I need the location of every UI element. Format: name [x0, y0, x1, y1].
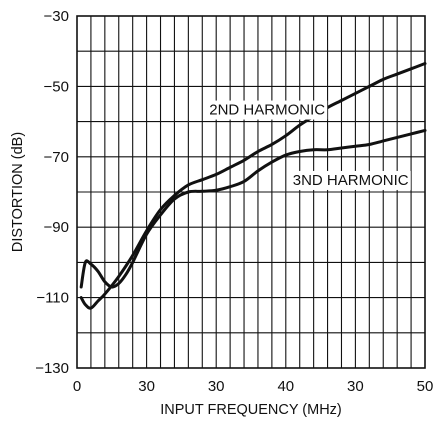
y-tick-label: −110 — [36, 290, 69, 307]
annotation-background — [290, 170, 411, 190]
series-lines — [79, 62, 427, 310]
x-tick-label: 50 — [417, 378, 434, 395]
plot-frame — [76, 15, 426, 369]
annotation-2nd-harmonic: 2ND HARMONIC — [209, 102, 325, 119]
x-tick-label: 40 — [277, 378, 294, 395]
x-tick-label: 0 — [73, 378, 81, 395]
y-tick-label: −130 — [35, 360, 69, 377]
series-annotations: 2ND HARMONIC 3ND HARMONIC — [207, 100, 411, 190]
annotation-background — [207, 100, 328, 120]
x-tick-label: 30 — [208, 378, 225, 395]
x-axis-label: INPUT FREQUENCY (MHz) — [160, 402, 342, 418]
series-3rd-harmonic-line — [79, 128, 427, 289]
y-tick-label: −90 — [44, 219, 69, 236]
x-tick-label: 30 — [138, 378, 155, 395]
annotation-3nd-harmonic: 3ND HARMONIC — [293, 172, 409, 189]
y-tick-label: −50 — [44, 78, 69, 95]
y-tick-label: −30 — [44, 8, 69, 25]
x-tick-labels: 0 30 30 40 30 50 — [73, 378, 434, 395]
y-tick-labels: −30 −50 −70 −90 −110 −130 — [35, 8, 69, 377]
x-tick-label: 30 — [347, 378, 364, 395]
grid — [77, 16, 425, 368]
y-tick-label: −70 — [44, 149, 69, 166]
y-axis-label: DISTORTION (dB) — [10, 132, 26, 252]
